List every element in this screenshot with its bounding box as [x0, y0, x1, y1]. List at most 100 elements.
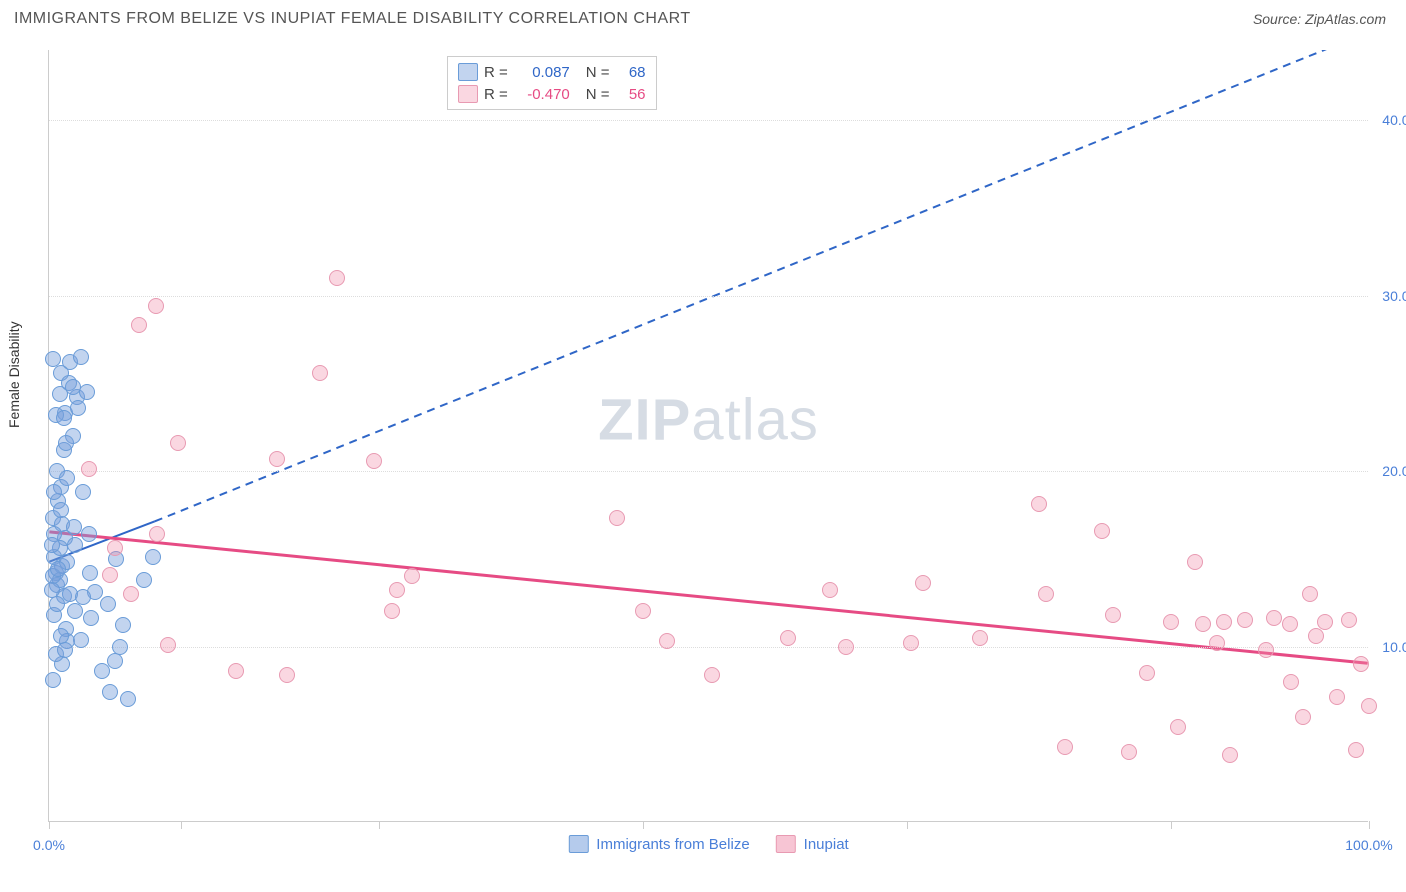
scatter-point [1329, 689, 1345, 705]
scatter-point [404, 568, 420, 584]
stats-r-value: 0.087 [514, 64, 570, 81]
legend-label: Immigrants from Belize [596, 836, 749, 853]
x-tick [643, 821, 644, 829]
scatter-point [329, 270, 345, 286]
scatter-point [1094, 523, 1110, 539]
watermark-atlas: atlas [691, 388, 819, 453]
scatter-point [366, 453, 382, 469]
scatter-point [58, 435, 74, 451]
scatter-point [81, 526, 97, 542]
scatter-point [57, 642, 73, 658]
scatter-point [94, 663, 110, 679]
x-tick [181, 821, 182, 829]
correlation-stats-box: R = 0.087N =68R =-0.470N =56 [447, 56, 657, 110]
scatter-point [79, 384, 95, 400]
y-axis-label: Female Disability [6, 321, 22, 428]
scatter-point [1222, 747, 1238, 763]
x-tick [1369, 821, 1370, 829]
scatter-point [1295, 709, 1311, 725]
scatter-point [81, 461, 97, 477]
stats-n-label: N = [586, 64, 610, 81]
x-tick [49, 821, 50, 829]
scatter-point [659, 633, 675, 649]
y-tick-label: 30.0% [1382, 288, 1406, 304]
scatter-point [107, 540, 123, 556]
y-tick-label: 10.0% [1382, 639, 1406, 655]
watermark-zip: ZIP [598, 388, 691, 453]
scatter-point [1341, 612, 1357, 628]
scatter-point [73, 632, 89, 648]
scatter-point [67, 603, 83, 619]
scatter-point [1038, 586, 1054, 602]
scatter-point [149, 526, 165, 542]
scatter-point [903, 635, 919, 651]
scatter-point [83, 610, 99, 626]
legend-swatch [776, 835, 796, 853]
legend-item: Immigrants from Belize [568, 835, 749, 853]
scatter-point [136, 572, 152, 588]
scatter-point [50, 561, 66, 577]
scatter-point [1283, 674, 1299, 690]
scatter-point [102, 567, 118, 583]
scatter-point [269, 451, 285, 467]
legend-item: Inupiat [776, 835, 849, 853]
legend-label: Inupiat [804, 836, 849, 853]
scatter-point [112, 639, 128, 655]
scatter-point [160, 637, 176, 653]
scatter-point [1361, 698, 1377, 714]
stats-n-value: 56 [616, 86, 646, 103]
scatter-point [75, 484, 91, 500]
scatter-point [44, 537, 60, 553]
stats-r-value: -0.470 [514, 86, 570, 103]
scatter-point [145, 549, 161, 565]
scatter-point [67, 537, 83, 553]
scatter-point [1209, 635, 1225, 651]
header: IMMIGRANTS FROM BELIZE VS INUPIAT FEMALE… [0, 0, 1406, 34]
scatter-point [1353, 656, 1369, 672]
scatter-point [1258, 642, 1274, 658]
scatter-point [1266, 610, 1282, 626]
scatter-point [148, 298, 164, 314]
scatter-point [1057, 739, 1073, 755]
scatter-point [120, 691, 136, 707]
bottom-legend: Immigrants from Belize Inupiat [568, 835, 848, 853]
scatter-point [44, 582, 60, 598]
scatter-point [389, 582, 405, 598]
scatter-point [1348, 742, 1364, 758]
scatter-point [170, 435, 186, 451]
scatter-point [1216, 614, 1232, 630]
y-tick-label: 40.0% [1382, 112, 1406, 128]
scatter-point [1317, 614, 1333, 630]
scatter-point [1308, 628, 1324, 644]
gridline [49, 471, 1368, 472]
stats-r-label: R = [484, 64, 508, 81]
scatter-point [228, 663, 244, 679]
scatter-point [75, 589, 91, 605]
stats-row: R = -0.470 N = 56 [458, 83, 646, 105]
scatter-point [1105, 607, 1121, 623]
scatter-point [1170, 719, 1186, 735]
scatter-point [1187, 554, 1203, 570]
source-attribution: Source: ZipAtlas.com [1253, 11, 1386, 27]
x-tick [1171, 821, 1172, 829]
scatter-point [46, 484, 62, 500]
x-tick-label: 100.0% [1345, 837, 1392, 853]
scatter-point [609, 510, 625, 526]
scatter-point [312, 365, 328, 381]
scatter-point [65, 379, 81, 395]
legend-swatch [458, 63, 478, 81]
scatter-point [49, 596, 65, 612]
scatter-point [384, 603, 400, 619]
scatter-point [45, 672, 61, 688]
stats-r-label: R = [484, 86, 508, 103]
x-tick [379, 821, 380, 829]
scatter-point [1163, 614, 1179, 630]
legend-swatch [458, 85, 478, 103]
stats-n-label: N = [586, 86, 610, 103]
scatter-point [1195, 616, 1211, 632]
scatter-point [53, 502, 69, 518]
scatter-point [115, 617, 131, 633]
watermark: ZIPatlas [598, 387, 819, 454]
y-tick-label: 20.0% [1382, 463, 1406, 479]
scatter-point [780, 630, 796, 646]
